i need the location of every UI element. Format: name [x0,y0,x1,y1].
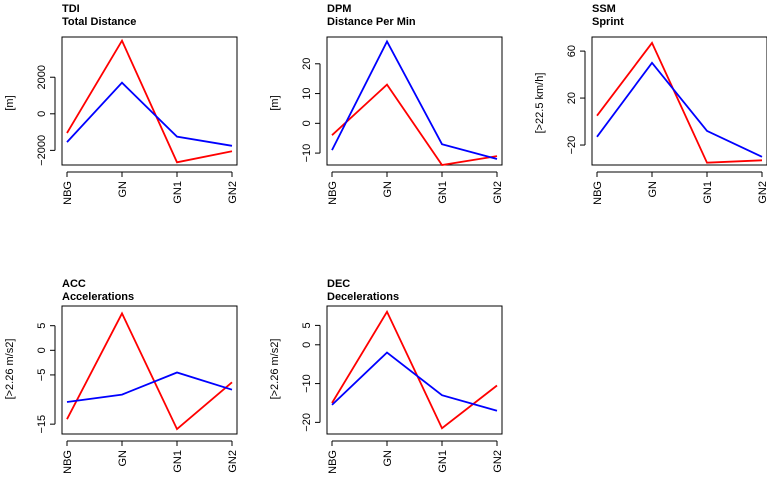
x-tick-label: NBG [327,181,339,205]
x-tick-label: GN1 [702,181,714,204]
y-axis: −15 −5 0 5 [36,323,56,434]
x-tick-label: GN2 [757,181,767,204]
series-line-blue [331,39,498,160]
panel-title: Sprint [592,16,624,28]
panel-code: DPM [327,3,351,15]
y-tick-label: 5 [301,322,313,328]
x-tick-label: NBG [327,450,339,474]
panel-code: DEC [327,278,350,290]
panel-code: SSM [592,3,616,15]
x-tick-label: GN2 [492,450,504,473]
panel-dec: DEC Decelerations [>2.26 m/s2] −20−1005 … [269,278,504,474]
y-tick-label: 2000 [36,65,48,89]
series-line-blue [331,351,498,412]
panel-code: TDI [62,3,80,15]
y-axis: −10 0 10 20 [301,58,321,163]
y-tick-label: 0 [301,342,313,348]
x-tick-label: GN1 [172,450,184,473]
x-tick-label: GN [382,450,394,467]
y-tick-label: 20 [566,92,578,104]
x-tick-label: GN [647,181,659,198]
x-tick-label: GN2 [492,181,504,204]
y-axis: −2000 0 2000 [36,65,56,166]
x-tick-label: GN [117,181,129,198]
series-line-blue [66,371,233,403]
x-tick-label: NBG [62,181,74,205]
x-tick-label: GN [117,450,129,467]
plot-frame [326,36,503,166]
x-tick-label: NBG [62,450,74,474]
x-tick-label: GN1 [437,450,449,473]
x-tick-label: GN [382,181,394,198]
panel-title: Accelerations [62,291,134,303]
y-tick-label: 10 [301,87,313,99]
series-line-red [331,83,498,166]
x-tick-label: GN2 [227,181,239,204]
plot-frame [61,305,238,435]
x-axis: NBG GN GN1 GN2 [62,440,239,474]
x-tick-label: GN2 [227,450,239,473]
series-line-red [66,311,233,431]
series-lines [331,309,498,430]
series-line-red [66,38,233,164]
y-tick-label: −20 [566,136,578,155]
series-lines [66,38,233,164]
y-tick-label: 0 [36,111,48,117]
panel-code: ACC [62,278,86,290]
y-axis-label: [>2.26 m/s2] [269,339,281,400]
x-axis: NBG GN GN1 GN2 [592,171,767,205]
y-tick-label: 5 [36,323,48,329]
y-tick-label: 20 [301,58,313,70]
y-tick-label: 0 [301,120,313,126]
panel-ssm: SSM Sprint [>22.5 km/h] −20 20 60 NBG GN GN1… [534,3,767,205]
x-tick-label: NBG [592,181,604,205]
y-axis: −20 −10 0 5 [301,322,321,432]
y-tick-label: 60 [566,45,578,57]
y-tick-label: −5 [36,369,48,382]
x-axis: NBG GN GN1 GN2 [62,171,239,205]
y-tick-label: −2000 [36,135,48,166]
panel-title: Decelerations [327,291,399,303]
x-tick-label: GN1 [437,181,449,204]
series-lines [596,41,763,164]
y-tick-label: −10 [301,374,313,393]
panel-title: Total Distance [62,16,136,28]
y-tick-label: 0 [36,347,48,353]
x-tick-label: GN1 [172,181,184,204]
panel-title: Distance Per Min [327,16,416,28]
panel-acc: ACC Accelerations [>2.26 m/s2] −15 −5 0 5 N… [4,278,239,474]
panel-tdi: TDI Total Distance [m] −2000 0 2000 NBG GN G… [4,3,239,205]
panel-dpm: DPM Distance Per Min [m] −10 0 10 20 NBG GN G… [269,3,504,205]
y-axis-label: [>2.26 m/s2] [4,339,16,400]
plot-frame [326,305,503,435]
x-axis: NBG GN GN1 GN2 [327,171,504,205]
series-line-blue [66,81,233,147]
x-axis: NBG GN GN1 GN2 [327,440,504,474]
y-axis: −20 20 60 [566,45,586,155]
series-lines [66,311,233,431]
plot-frame [591,36,767,166]
y-tick-label: −10 [301,144,313,163]
plot-frame [61,36,238,166]
y-axis-label: [>22.5 km/h] [534,73,546,134]
y-tick-label: −20 [301,413,313,432]
y-axis-label: [m] [4,95,16,110]
series-lines [331,39,498,166]
series-line-red [331,309,498,430]
y-tick-label: −15 [36,415,48,434]
y-axis-label: [m] [269,95,281,110]
series-line-red [596,41,763,164]
series-line-blue [596,61,763,158]
